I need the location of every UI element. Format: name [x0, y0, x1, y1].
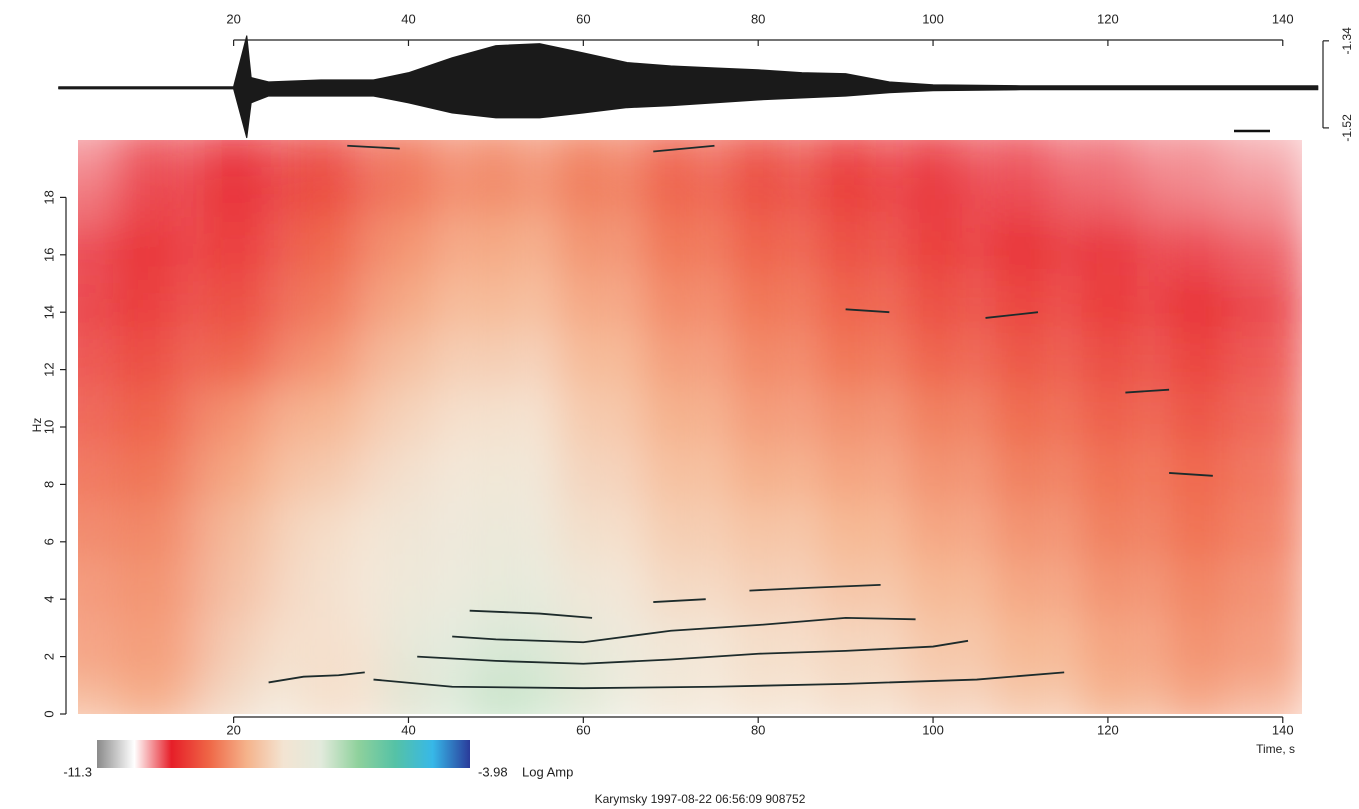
y-tick-label: 6 [41, 538, 56, 545]
y-tick-label: 4 [41, 596, 56, 603]
colorbar-min: -11.3 [63, 764, 92, 779]
colorbar [97, 740, 470, 768]
x-tick-label: 100 [922, 722, 944, 737]
harmonic-track [653, 598, 706, 603]
harmonic-track [1125, 388, 1170, 394]
spectrogram-clip [78, 140, 1302, 714]
harmonic-track [347, 144, 400, 150]
y-tick-label: 8 [41, 481, 56, 488]
colorbar-label: Log Amp [522, 764, 573, 779]
seismogram [58, 35, 1319, 139]
top-tick-label: 60 [576, 11, 590, 26]
harmonic-track [1169, 472, 1213, 477]
y-tick-label: 2 [41, 653, 56, 660]
y-tick-label: 10 [41, 420, 56, 434]
seismogram-envelope [58, 35, 1319, 139]
harmonic-tracks [268, 144, 1213, 690]
x-tick-label: 80 [751, 722, 765, 737]
harmonic-track [469, 609, 593, 619]
harmonic-track [653, 144, 715, 153]
top-tick-label: 120 [1097, 11, 1119, 26]
harmonic-track [845, 308, 890, 314]
harmonic-track [268, 671, 365, 684]
heat-cell [1169, 140, 1302, 215]
harmonic-track [373, 671, 1065, 690]
x-tick-label: 20 [226, 722, 240, 737]
harmonic-track [452, 616, 916, 644]
y-axis-label: Hz [30, 418, 44, 433]
x-tick-label: 120 [1097, 722, 1119, 737]
y2-tick-label: -1.52 [1340, 114, 1354, 142]
harmonic-track [985, 311, 1039, 319]
x-tick-label: 140 [1272, 722, 1294, 737]
x-tick-label: 60 [576, 722, 590, 737]
top-tick-label: 80 [751, 11, 765, 26]
caption: Karymsky 1997-08-22 06:56:09 908752 [595, 792, 806, 806]
y-tick-label: 16 [41, 248, 56, 262]
spectrogram [78, 140, 1302, 714]
top-tick-label: 100 [922, 11, 944, 26]
top-tick-label: 140 [1272, 11, 1294, 26]
colorbar-max: -3.98 [478, 764, 508, 779]
x-tick-label: 40 [401, 722, 415, 737]
harmonic-track [417, 639, 969, 665]
y2-tick-label: -1.34 [1340, 27, 1354, 55]
y-tick-label: 12 [41, 362, 56, 376]
y-tick-label: 14 [41, 305, 56, 319]
harmonic-track [749, 583, 881, 592]
y-tick-label: 18 [41, 190, 56, 204]
x-axis-label: Time, s [1256, 742, 1295, 756]
y-tick-label: 0 [41, 710, 56, 717]
top-tick-label: 20 [226, 11, 240, 26]
top-tick-label: 40 [401, 11, 415, 26]
